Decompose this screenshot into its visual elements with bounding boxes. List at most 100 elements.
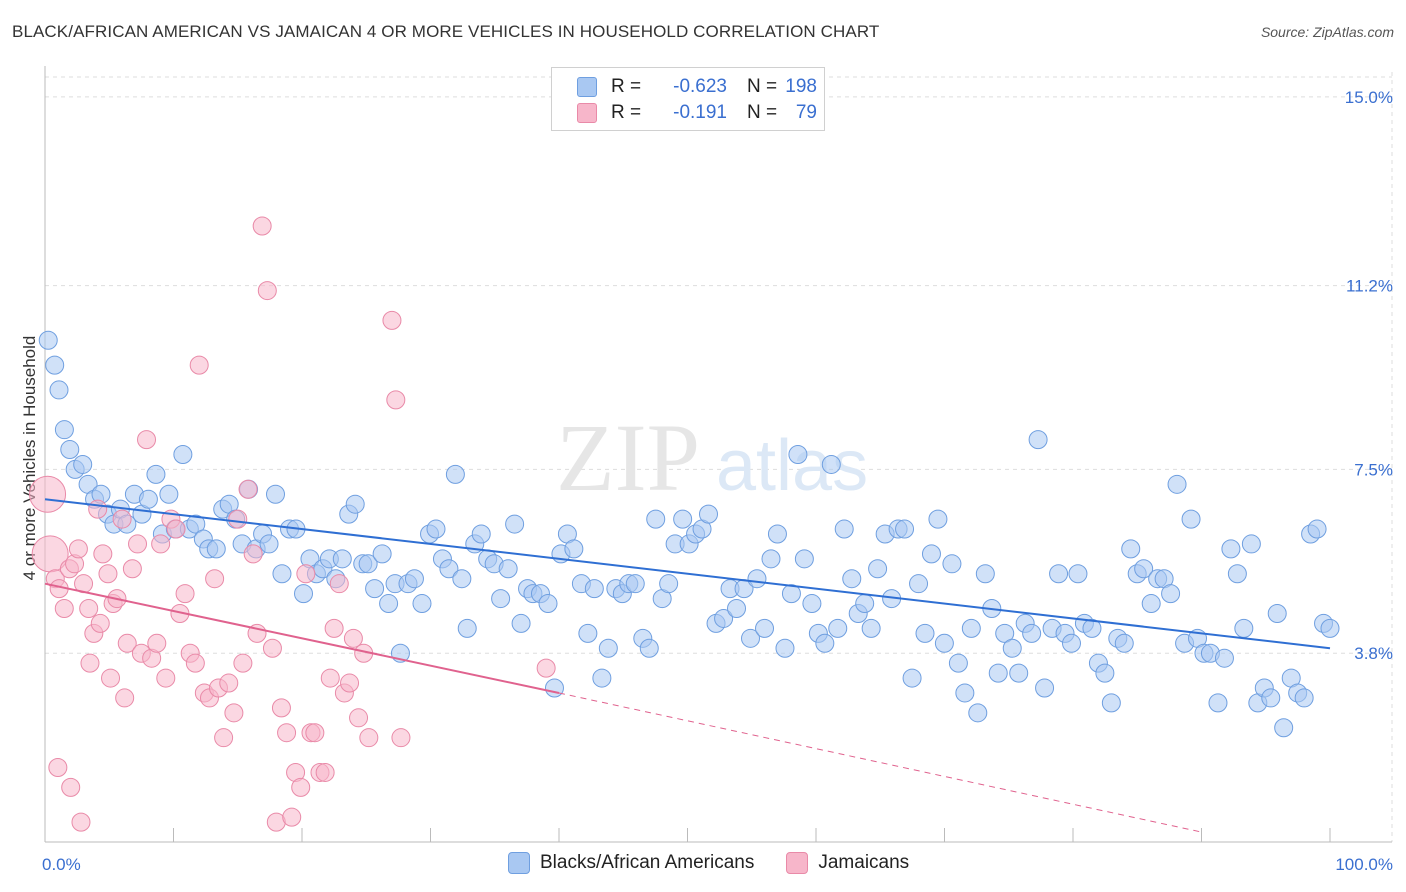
blacks-point-135 xyxy=(934,633,954,653)
blacks-point-89 xyxy=(625,574,645,594)
blacks-point-123 xyxy=(855,594,875,614)
blacks-point-120 xyxy=(834,519,854,539)
bottom-legend-item-jamaicans[interactable]: Jamaicans xyxy=(786,852,909,874)
blacks-point-106 xyxy=(741,628,761,648)
blacks-point-49 xyxy=(358,554,378,574)
blacks-point-26 xyxy=(206,539,226,559)
blacks-point-137 xyxy=(948,653,968,673)
bottom-legend-swatch-pink xyxy=(786,852,809,874)
jamaicans-point-39 xyxy=(224,703,244,723)
watermark: ZIP atlas xyxy=(556,404,868,511)
jamaicans-point-72 xyxy=(48,757,68,777)
blacks-point-112 xyxy=(781,584,801,604)
blacks-point-1 xyxy=(45,355,65,375)
blacks-point-83 xyxy=(584,579,604,599)
legend-r-value: -0.623 xyxy=(673,76,727,97)
blacks-point-45 xyxy=(332,549,352,569)
jamaicans-point-12 xyxy=(93,544,113,564)
blacks-point-107 xyxy=(747,569,767,589)
y-tick-label-3: 15.0% xyxy=(1345,88,1393,107)
blacks-point-146 xyxy=(1009,663,1029,683)
blacks-point-50 xyxy=(365,579,385,599)
blacks-point-113 xyxy=(788,445,808,465)
jamaicans-point-16 xyxy=(112,509,132,529)
blacks-point-39 xyxy=(294,584,314,604)
blacks-point-23 xyxy=(186,514,206,534)
blacks-point-150 xyxy=(1035,678,1055,698)
blacks-point-160 xyxy=(1101,693,1121,713)
blacks-point-186 xyxy=(1274,718,1294,738)
blacks-point-139 xyxy=(961,618,981,638)
trend-lines xyxy=(44,498,1331,833)
x-tick-label-max: 100.0% xyxy=(1335,855,1393,874)
bottom-legend-item-blacks[interactable]: Blacks/African Americans xyxy=(508,852,754,874)
jamaicans-point-59 xyxy=(320,668,340,688)
jamaicans-point-68 xyxy=(382,310,402,330)
legend-row-blacks: R = -0.623 N = 198 xyxy=(577,74,817,100)
legend-box: R = -0.623 N = 198 R = -0.191 N = 79 xyxy=(551,67,825,131)
jamaicans-point-47 xyxy=(262,638,282,658)
blacks-point-47 xyxy=(345,494,365,514)
watermark-zip: ZIP xyxy=(556,404,700,511)
blacks-point-129 xyxy=(895,519,915,539)
blacks-point-172 xyxy=(1181,509,1201,529)
y-tick-label-0: 3.8% xyxy=(1354,644,1393,663)
jamaicans-point-45 xyxy=(252,216,272,236)
blacks-point-92 xyxy=(646,509,666,529)
jamaicans-point-69 xyxy=(386,390,406,410)
blacks-point-154 xyxy=(1061,633,1081,653)
jamaicans-point-61 xyxy=(329,574,349,594)
blacks-point-51 xyxy=(372,544,392,564)
blacks-point-169 xyxy=(1161,584,1181,604)
blacks-point-143 xyxy=(988,663,1008,683)
jamaicans-point-7 xyxy=(68,539,88,559)
jamaicans-point-19 xyxy=(128,534,148,554)
jamaicans-point-32 xyxy=(189,355,209,375)
blacks-point-108 xyxy=(755,618,775,638)
blacks-point-2 xyxy=(49,380,69,400)
blacks-point-62 xyxy=(445,464,465,484)
blacks-point-189 xyxy=(1294,688,1314,708)
blacks-point-4 xyxy=(60,440,80,460)
jamaicans-point-35 xyxy=(205,569,225,589)
jamaicans-point-42 xyxy=(238,479,258,499)
jamaicans-point-41 xyxy=(233,653,253,673)
trend-line-jamaicans xyxy=(44,582,560,694)
jamaicans-point-46 xyxy=(257,281,277,301)
blacks-point-35 xyxy=(266,484,286,504)
blacks-point-71 xyxy=(505,514,525,534)
blacks-point-100 xyxy=(699,504,719,524)
blacks-point-145 xyxy=(1002,638,1022,658)
jamaicans-point-17 xyxy=(117,633,137,653)
blacks-point-111 xyxy=(775,638,795,658)
jamaicans-point-0 xyxy=(29,475,67,513)
blacks-point-132 xyxy=(915,623,935,643)
bottom-legend: Blacks/African Americans Jamaicans xyxy=(508,852,941,874)
jamaicans-point-21 xyxy=(137,430,157,450)
x-tick-label-min: 0.0% xyxy=(42,855,81,874)
blacks-point-0 xyxy=(38,330,58,350)
blacks-point-155 xyxy=(1068,564,1088,584)
jamaicans-point-76 xyxy=(90,613,110,633)
blacks-point-80 xyxy=(564,539,584,559)
bottom-legend-label-blacks: Blacks/African Americans xyxy=(540,852,755,873)
blacks-point-61 xyxy=(439,559,459,579)
jamaicans-point-23 xyxy=(147,633,167,653)
blacks-point-69 xyxy=(491,589,511,609)
jamaicans-point-71 xyxy=(536,658,556,678)
blacks-point-133 xyxy=(921,544,941,564)
blacks-point-63 xyxy=(452,569,472,589)
jamaicans-point-27 xyxy=(166,519,186,539)
jamaicans-point-60 xyxy=(324,618,344,638)
blacks-point-134 xyxy=(928,509,948,529)
blacks-point-163 xyxy=(1121,539,1141,559)
jamaicans-point-56 xyxy=(305,723,325,743)
blacks-point-19 xyxy=(159,484,179,504)
blacks-point-136 xyxy=(942,554,962,574)
blacks-point-130 xyxy=(902,668,922,688)
jamaicans-point-37 xyxy=(214,728,234,748)
chart-title: BLACK/AFRICAN AMERICAN VS JAMAICAN 4 OR … xyxy=(12,22,880,41)
blacks-point-59 xyxy=(426,519,446,539)
blacks-point-131 xyxy=(909,574,929,594)
blacks-point-138 xyxy=(955,683,975,703)
